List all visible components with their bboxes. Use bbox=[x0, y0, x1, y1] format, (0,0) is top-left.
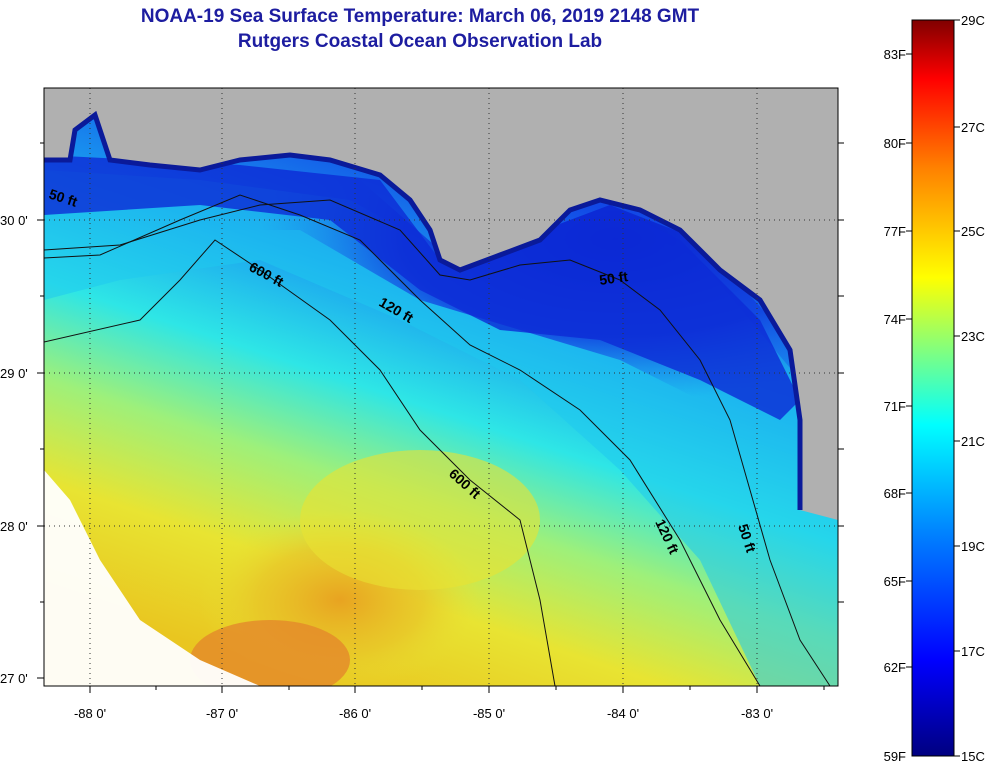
colorbar-label-c: 27C bbox=[961, 120, 985, 135]
lon-label: -83 0' bbox=[741, 706, 773, 721]
colorbar-label-c: 19C bbox=[961, 539, 985, 554]
colorbar bbox=[911, 19, 955, 757]
map-frame bbox=[43, 87, 839, 687]
colorbar-label-f: 74F bbox=[884, 312, 906, 327]
colorbar-label-f: 62F bbox=[884, 660, 906, 675]
colorbar-label-c: 29C bbox=[961, 13, 985, 28]
colorbar-label-c: 21C bbox=[961, 434, 985, 449]
contour-label-50ft-east: 50 ft bbox=[598, 268, 629, 288]
cloud-mask bbox=[44, 470, 260, 686]
tick-marks bbox=[37, 142, 844, 693]
lat-label: 30 0' bbox=[0, 213, 28, 228]
colorbar-label-c: 25C bbox=[961, 224, 985, 239]
lon-label: -86 0' bbox=[339, 706, 371, 721]
colorbar-label-c: 15C bbox=[961, 749, 985, 764]
lon-label: -85 0' bbox=[473, 706, 505, 721]
map-subtitle: Rutgers Coastal Ocean Observation Lab bbox=[237, 31, 603, 52]
lat-label: 29 0' bbox=[0, 366, 28, 381]
land bbox=[44, 88, 838, 520]
colorbar-label-f: 71F bbox=[884, 399, 906, 414]
colorbar-label-f: 80F bbox=[884, 136, 906, 151]
map-title: NOAA-19 Sea Surface Temperature: March 0… bbox=[140, 6, 700, 27]
colorbar-label-f: 77F bbox=[884, 224, 906, 239]
depth-contours bbox=[44, 194, 831, 686]
lat-label: 27 0' bbox=[0, 671, 28, 686]
lat-label: 28 0' bbox=[0, 519, 28, 534]
colorbar-label-c: 23C bbox=[961, 329, 985, 344]
colorbar-label-f: 68F bbox=[884, 486, 906, 501]
lon-label: -84 0' bbox=[607, 706, 639, 721]
lon-label: -87 0' bbox=[206, 706, 238, 721]
colorbar-label-f: 83F bbox=[884, 47, 906, 62]
lon-label: -88 0' bbox=[74, 706, 106, 721]
colorbar-label-f: 65F bbox=[884, 574, 906, 589]
colorbar-label-c: 17C bbox=[961, 644, 985, 659]
colorbar-label-f: 59F bbox=[884, 749, 906, 764]
